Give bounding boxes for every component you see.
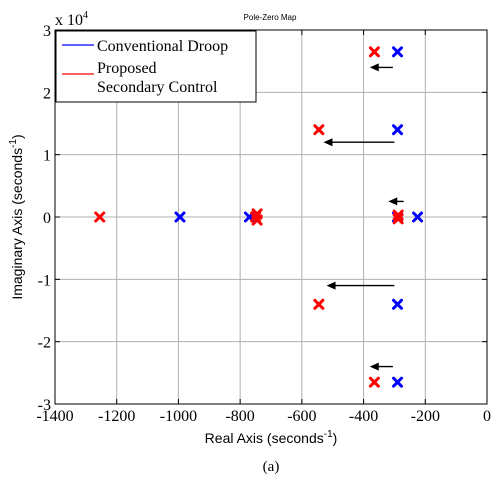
y-multiplier: x 104 xyxy=(55,10,88,29)
pole-marker-stroke xyxy=(392,124,404,136)
data-points xyxy=(94,46,424,388)
pole-marker-conventional xyxy=(392,298,404,310)
pole-marker-stroke xyxy=(250,211,262,223)
legend-label-conventional: Conventional Droop xyxy=(97,38,228,55)
figure-caption: (a) xyxy=(263,459,280,475)
x-tick-label: 0 xyxy=(483,408,491,425)
shift-arrow-head xyxy=(326,281,336,290)
shift-arrow xyxy=(388,197,404,206)
pole-marker-stroke xyxy=(392,46,404,58)
pole-marker-conventional xyxy=(392,124,404,136)
pole-marker-proposed xyxy=(368,376,380,388)
y-tick-label: 1 xyxy=(43,148,51,165)
pole-marker-conventional xyxy=(392,376,404,388)
y-tick-label: -2 xyxy=(38,335,51,352)
x-tick-label: -1000 xyxy=(160,408,197,425)
x-tick-label: -1400 xyxy=(36,408,73,425)
x-tick-label: -400 xyxy=(349,408,378,425)
y-tick-label: 0 xyxy=(43,210,51,227)
legend: Conventional Droop Proposed Secondary Con… xyxy=(55,30,257,103)
pole-marker-stroke xyxy=(392,298,404,310)
y-multiplier-exponent: 4 xyxy=(83,10,88,21)
legend-box xyxy=(55,30,257,103)
x-axis-label-text: Real Axis (seconds xyxy=(205,430,324,446)
legend-label-proposed-line2: Secondary Control xyxy=(97,79,218,96)
y-tick-label: -1 xyxy=(38,272,51,289)
shift-arrow xyxy=(323,138,395,147)
shift-arrow xyxy=(369,362,393,371)
pole-marker-stroke xyxy=(174,211,186,223)
legend-label-proposed: Proposed Secondary Control xyxy=(97,60,218,96)
x-tick-label: -1200 xyxy=(98,408,135,425)
chart-title: Pole-Zero Map xyxy=(244,13,297,22)
y-tick-label: 3 xyxy=(43,23,51,40)
y-multiplier-base: x 10 xyxy=(55,12,83,29)
pole-marker-stroke xyxy=(94,211,106,223)
x-tick-label: -600 xyxy=(287,408,316,425)
pole-marker-proposed xyxy=(392,213,404,225)
pole-marker-proposed xyxy=(313,124,325,136)
legend-label-proposed-line1: Proposed xyxy=(97,60,157,77)
shift-arrow-head xyxy=(388,197,398,206)
arrows xyxy=(323,63,404,371)
pole-marker-proposed xyxy=(368,46,380,58)
shift-arrow-head xyxy=(323,138,333,147)
pole-marker-stroke xyxy=(392,213,404,225)
pole-marker-stroke xyxy=(368,376,380,388)
x-axis-label-sup: -1 xyxy=(324,429,333,440)
pole-marker-conventional xyxy=(392,46,404,58)
pole-marker-stroke xyxy=(368,46,380,58)
x-tick-label: -200 xyxy=(411,408,440,425)
shift-arrow xyxy=(369,63,393,72)
pole-marker-stroke xyxy=(412,211,424,223)
shift-arrow-head xyxy=(369,362,379,371)
y-tick-label: -3 xyxy=(38,397,51,414)
y-tick-label: 2 xyxy=(43,85,51,102)
pole-marker-stroke xyxy=(313,124,325,136)
y-axis-label-sup: -1 xyxy=(8,139,19,148)
pole-marker-conventional xyxy=(174,211,186,223)
pole-marker-proposed xyxy=(250,211,262,223)
x-axis-label: Real Axis (seconds-1) xyxy=(205,429,338,446)
x-tick-label: -800 xyxy=(225,408,254,425)
plot-frame xyxy=(54,29,488,405)
shift-arrow xyxy=(326,281,395,290)
pole-marker-conventional xyxy=(412,211,424,223)
pole-marker-stroke xyxy=(392,376,404,388)
y-axis-label: Imaginary Axis (seconds-1) xyxy=(8,134,25,299)
pole-marker-proposed xyxy=(94,211,106,223)
pole-marker-proposed xyxy=(313,298,325,310)
shift-arrow-head xyxy=(369,63,379,72)
y-axis-label-end: ) xyxy=(9,134,25,139)
y-axis-label-text: Imaginary Axis (seconds xyxy=(9,148,25,300)
pole-marker-stroke xyxy=(313,298,325,310)
x-axis-label-end: ) xyxy=(333,430,338,446)
